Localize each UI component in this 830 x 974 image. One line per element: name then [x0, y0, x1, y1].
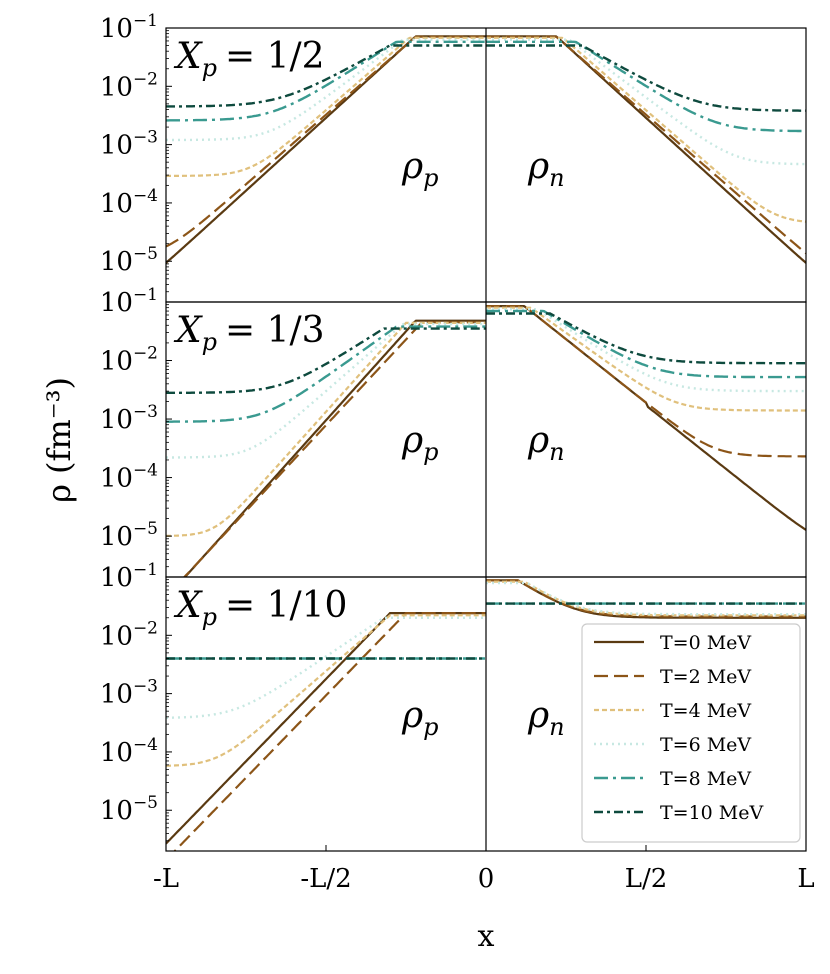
panel-2-curves — [166, 579, 806, 851]
panel-1-ytick-label-3: 10−2 — [100, 344, 158, 377]
panel-2-proton-curve-T2 — [173, 611, 486, 851]
panel-0-ytick-label-3: 10−2 — [100, 69, 158, 102]
legend-label-4: T=8 MeV — [660, 768, 751, 790]
panel-1-proton-curve-T6 — [166, 322, 486, 459]
panel-2-ytick-label-2: 10−3 — [100, 677, 158, 710]
panel-1-proton-curve-T10 — [166, 327, 486, 394]
panel-2-neutron-curve-T6 — [486, 581, 806, 616]
xtick-label-1: -L/2 — [300, 864, 351, 894]
panel-1-neutron-curve-T4 — [486, 306, 806, 412]
curves-layer — [166, 35, 806, 851]
panel-1-curves — [166, 305, 806, 577]
panel-0-title: Xp = 1/2 — [173, 36, 325, 82]
xtick-label-2: 0 — [478, 864, 495, 894]
panel-0-proton-curve-T10 — [166, 44, 486, 108]
panel-2-proton-curve-T4 — [166, 614, 486, 767]
panel-2-ytick-label-0: 10−5 — [100, 793, 158, 826]
panel-2-ytick-label-3: 10−2 — [100, 618, 158, 651]
panel-2-ytick-label-1: 10−4 — [100, 735, 158, 768]
panel-2-proton-curve-T6 — [166, 616, 486, 719]
legend-label-1: T=2 MeV — [660, 666, 751, 688]
panel-0-neutron-curve-T2 — [486, 35, 806, 255]
panel-1-ytick-label-4: 10−1 — [100, 285, 158, 318]
xtick-label-3: L/2 — [625, 864, 668, 894]
panel-1-neutron-curve-T2 — [486, 305, 806, 458]
panel-0-ytick-label-0: 10−5 — [100, 244, 158, 277]
panel-1-neutron-curve-T8 — [486, 309, 806, 379]
panel-2-right-rho-label: ρn — [527, 695, 565, 741]
panel-1-title: Xp = 1/3 — [173, 310, 325, 356]
legend-label-2: T=4 MeV — [660, 700, 751, 722]
panel-0-proton-curve-T8 — [166, 40, 486, 122]
panel-0-curves — [166, 35, 806, 264]
panel-0-right-rho-label: ρn — [527, 146, 565, 192]
xtick-label-0: -L — [153, 864, 179, 894]
legend-label-3: T=6 MeV — [660, 734, 751, 756]
y-axis-label: ρ (fm⁻³) — [40, 377, 78, 503]
panel-2-ytick-label-4: 10−1 — [100, 560, 158, 593]
panel-0-ytick-label-2: 10−3 — [100, 128, 158, 161]
panel-0-left-rho-label: ρp — [401, 146, 439, 192]
panel-1-ytick-label-2: 10−3 — [100, 402, 158, 435]
legend-label-5: T=10 MeV — [660, 802, 764, 824]
panel-1-ytick-label-1: 10−4 — [100, 461, 158, 494]
panel-1-right-rho-label: ρn — [527, 420, 565, 466]
panel-0-proton-curve-T4 — [166, 36, 486, 177]
x-axis-label: x — [478, 919, 495, 954]
panel-2-neutron-curve-T4 — [486, 580, 806, 617]
labels-layer: 10−5 10−4 10−3 10−2 10−1 Xp = 1/2 ρp ρn 10−5 10−4 1… — [40, 11, 815, 954]
panel-1-left-rho-label: ρp — [401, 420, 439, 466]
panel-0-neutron-curve-T8 — [486, 40, 806, 133]
panel-0-ytick-label-1: 10−4 — [100, 186, 158, 219]
panel-2-title: Xp = 1/10 — [173, 585, 347, 631]
xtick-label-4: L — [797, 864, 814, 894]
panel-2-neutron-curve-T2 — [486, 579, 806, 618]
panel-1-neutron-curve-T6 — [486, 308, 806, 393]
frames-layer — [165, 27, 807, 852]
legend-box — [581, 623, 801, 843]
panel-2-neutron-curve-T0 — [486, 579, 806, 619]
panel-2-left-rho-label: ρp — [401, 695, 439, 741]
panel-0-neutron-curve-T10 — [486, 44, 806, 112]
legend: T=0 MeV T=2 MeV T=4 MeV T=6 MeV T=8 MeV T=10 … — [581, 623, 801, 843]
panel-1-neutron-curve-T0 — [486, 305, 806, 531]
panel-1-proton-curve-T0 — [183, 319, 486, 577]
panel-0-ytick-label-4: 10−1 — [100, 11, 158, 44]
legend-label-0: T=0 MeV — [660, 632, 751, 654]
panel-0-neutron-curve-T4 — [486, 36, 806, 223]
panel-1-neutron-curve-T10 — [486, 312, 806, 365]
panel-1-ytick-label-0: 10−5 — [100, 519, 158, 552]
panel-1-proton-curve-T8 — [166, 325, 486, 423]
